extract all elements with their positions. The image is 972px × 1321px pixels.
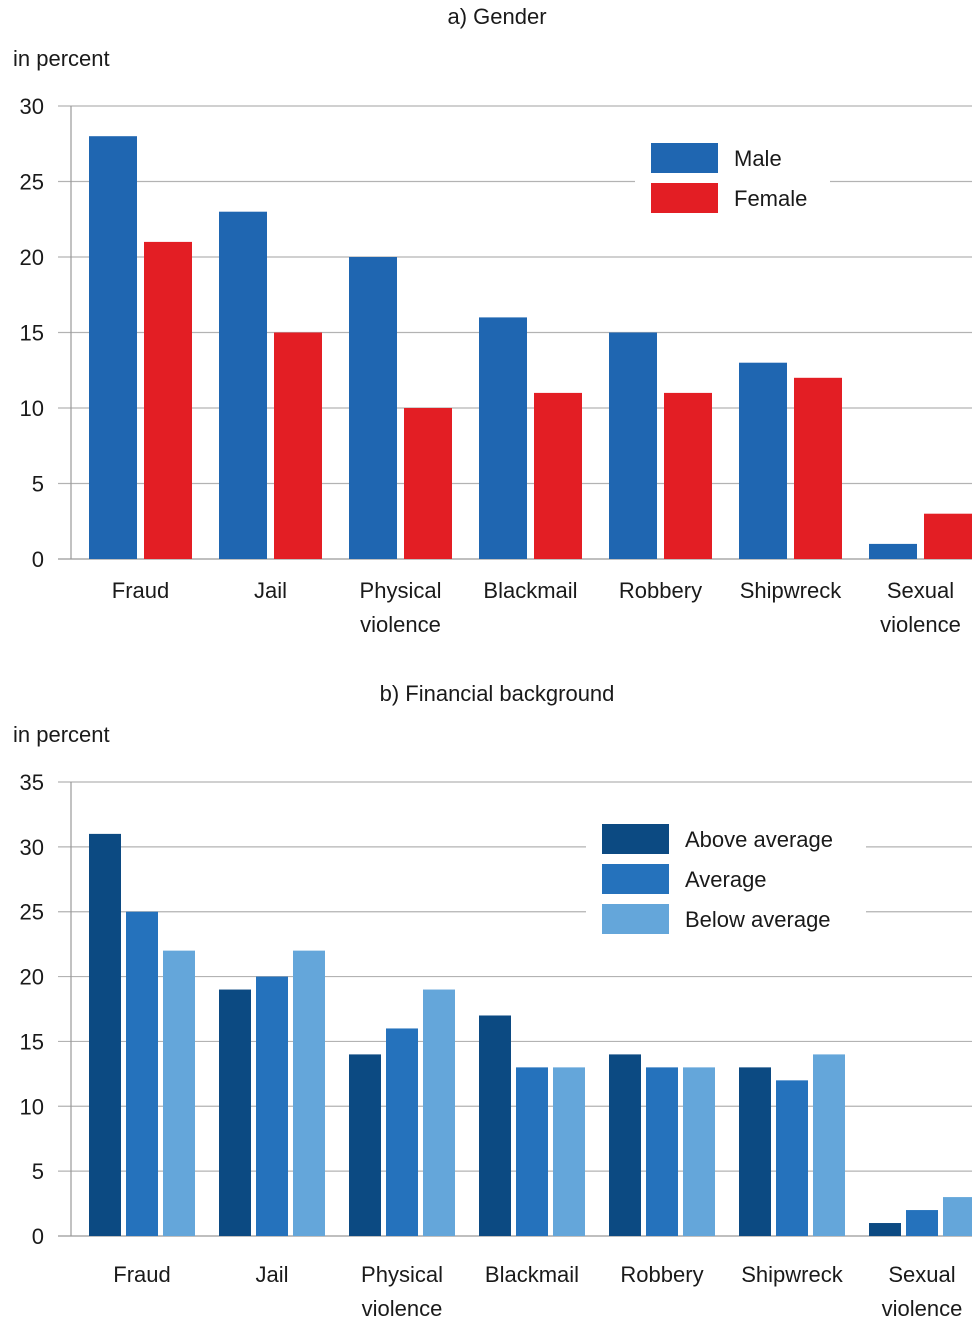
chart2-bar-above-average	[609, 1054, 641, 1236]
chart2-y-tick-label: 35	[20, 770, 44, 795]
chart2-legend-swatch	[602, 824, 669, 854]
chart1-bar-male	[869, 543, 917, 559]
chart2-bar-below-average	[293, 950, 325, 1236]
chart1-title: a) Gender	[447, 4, 546, 29]
chart1-bar-female	[794, 377, 842, 559]
chart2-bar-average	[126, 911, 158, 1236]
chart2-legend-swatch	[602, 904, 669, 934]
chart2-y-tick-label: 30	[20, 835, 44, 860]
chart2-y-axis-label: in percent	[13, 722, 110, 747]
chart1-bar-male	[739, 362, 787, 559]
chart2-legend-label: Below average	[685, 907, 831, 932]
chart1-bar-male	[219, 211, 267, 559]
chart1-x-tick-label: violence	[880, 612, 961, 637]
chart2-y-tick-label: 5	[32, 1159, 44, 1184]
chart2-title: b) Financial background	[380, 681, 615, 706]
chart2-bar-above-average	[869, 1223, 901, 1236]
chart2-x-tick-label: Robbery	[620, 1262, 703, 1287]
chart2-bar-below-average	[423, 989, 455, 1236]
chart2-x-tick-label: Sexual	[888, 1262, 955, 1287]
chart1-legend-swatch	[651, 143, 718, 173]
chart2-bar-below-average	[683, 1067, 715, 1236]
chart2-legend-swatch	[602, 864, 669, 894]
chart1-x-tick-label: Sexual	[887, 578, 954, 603]
chart2-legend-label: Above average	[685, 827, 833, 852]
chart2-bar-below-average	[813, 1054, 845, 1236]
chart1-y-axis-label: in percent	[13, 46, 110, 71]
chart2-bar-average	[646, 1067, 678, 1236]
chart1-bar-female	[534, 392, 582, 559]
chart1-bar-female	[144, 241, 192, 559]
chart1-bar-female	[404, 408, 452, 559]
chart1-x-tick-label: Physical	[360, 578, 442, 603]
chart1-y-tick-label: 30	[20, 94, 44, 119]
chart1-y-tick-label: 10	[20, 396, 44, 421]
chart2-bar-above-average	[739, 1067, 771, 1236]
chart2-bar-average	[256, 976, 288, 1236]
chart2-bar-above-average	[479, 1015, 511, 1236]
chart1-bar-male	[349, 257, 397, 559]
chart1-x-tick-label: Fraud	[112, 578, 169, 603]
chart2-bar-above-average	[349, 1054, 381, 1236]
chart1-x-tick-label: Jail	[254, 578, 287, 603]
chart1-x-tick-label: Shipwreck	[740, 578, 842, 603]
chart1-x-tick-label: Robbery	[619, 578, 702, 603]
chart2-y-tick-label: 25	[20, 900, 44, 925]
chart2-y-tick-label: 10	[20, 1094, 44, 1119]
chart2-x-tick-label: Shipwreck	[741, 1262, 843, 1287]
chart1-legend-swatch	[651, 183, 718, 213]
chart1-x-tick-label: violence	[360, 612, 441, 637]
chart1-bar-male	[609, 332, 657, 559]
chart2-x-tick-label: Blackmail	[485, 1262, 579, 1287]
chart2-bar-below-average	[943, 1197, 972, 1236]
chart2-x-tick-label: Jail	[255, 1262, 288, 1287]
chart2-x-tick-label: violence	[882, 1296, 963, 1321]
chart1-y-tick-label: 20	[20, 245, 44, 270]
chart2-bar-average	[516, 1067, 548, 1236]
chart2-x-tick-label: Fraud	[113, 1262, 170, 1287]
chart1-y-tick-label: 15	[20, 321, 44, 346]
chart1-bar-female	[924, 513, 972, 559]
chart1-legend-label: Female	[734, 186, 807, 211]
chart2-legend-label: Average	[685, 867, 767, 892]
chart2-x-tick-label: Physical	[361, 1262, 443, 1287]
chart2-bar-above-average	[219, 989, 251, 1236]
chart1-y-tick-label: 5	[32, 472, 44, 497]
chart1-bar-female	[274, 332, 322, 559]
chart2-y-tick-label: 15	[20, 1029, 44, 1054]
chart2-bar-average	[906, 1210, 938, 1236]
chart1-x-tick-label: Blackmail	[483, 578, 577, 603]
chart2-bar-above-average	[89, 833, 121, 1236]
chart2-bar-average	[776, 1080, 808, 1236]
chart2-bar-average	[386, 1028, 418, 1236]
chart1-bar-male	[479, 317, 527, 559]
chart1-bar-female	[664, 392, 712, 559]
chart1-legend-label: Male	[734, 146, 782, 171]
chart2-y-tick-label: 20	[20, 965, 44, 990]
chart2-y-tick-label: 0	[32, 1224, 44, 1249]
chart2-bar-below-average	[163, 950, 195, 1236]
chart1-y-tick-label: 0	[32, 547, 44, 572]
chart1-bar-male	[89, 136, 137, 559]
chart2-x-tick-label: violence	[362, 1296, 443, 1321]
chart2-bar-below-average	[553, 1067, 585, 1236]
chart1-y-tick-label: 25	[20, 170, 44, 195]
